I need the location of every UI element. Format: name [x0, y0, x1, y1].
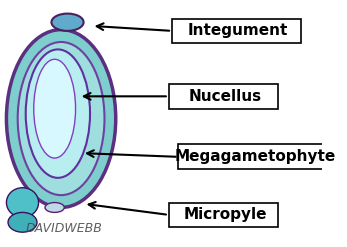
- FancyBboxPatch shape: [169, 84, 278, 109]
- Text: Integument: Integument: [188, 23, 288, 38]
- Ellipse shape: [7, 30, 116, 207]
- Ellipse shape: [7, 188, 39, 217]
- Ellipse shape: [26, 49, 90, 178]
- Ellipse shape: [34, 59, 76, 158]
- FancyBboxPatch shape: [172, 19, 301, 43]
- Text: Micropyle: Micropyle: [183, 207, 267, 222]
- Text: Megagametophyte: Megagametophyte: [175, 149, 336, 164]
- Ellipse shape: [51, 14, 84, 31]
- Text: Nucellus: Nucellus: [188, 89, 262, 104]
- Ellipse shape: [8, 212, 37, 232]
- FancyBboxPatch shape: [169, 203, 278, 227]
- Ellipse shape: [18, 42, 104, 195]
- Ellipse shape: [45, 203, 64, 212]
- Text: DAVIDWEBB: DAVIDWEBB: [26, 222, 103, 235]
- FancyBboxPatch shape: [178, 144, 330, 169]
